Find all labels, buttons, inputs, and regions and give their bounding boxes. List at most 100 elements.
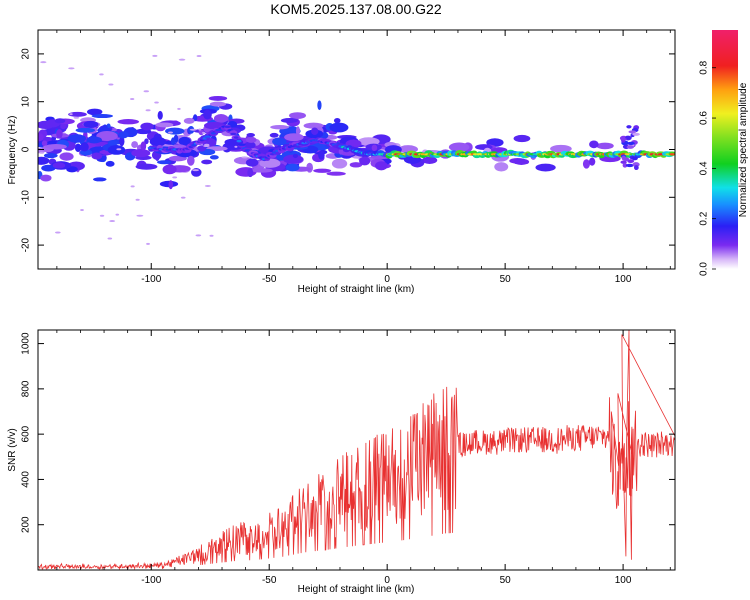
spectral-blob xyxy=(494,162,509,172)
spectral-blob xyxy=(197,145,207,152)
spectral-blob xyxy=(631,156,638,161)
spectral-blob xyxy=(628,130,637,134)
spectral-blob xyxy=(289,112,306,119)
spectral-blob xyxy=(283,154,304,164)
spectral-blob xyxy=(68,111,87,117)
spectral-outlier xyxy=(115,213,120,216)
spectral-blob xyxy=(165,127,185,135)
snr-x-tick-label: -50 xyxy=(262,575,277,586)
spectral-blob xyxy=(582,159,591,169)
snr-axes: -100 -50 0 50 100 200 400 600 800 1000 xyxy=(21,330,675,586)
spectral-blob xyxy=(333,117,341,124)
spectral-blob xyxy=(38,133,44,142)
snr-x-tick-label: 50 xyxy=(500,575,512,586)
spectral-outlier xyxy=(116,148,122,151)
spectrogram-marks xyxy=(38,54,675,245)
spectral-blob xyxy=(448,142,470,152)
spectral-blob xyxy=(285,163,300,172)
spectral-blob xyxy=(135,163,158,170)
spectral-outlier xyxy=(73,116,80,119)
spectral-outlier xyxy=(202,131,206,134)
spectral-blob xyxy=(52,162,66,169)
spectral-blob xyxy=(118,131,129,139)
spectral-blob xyxy=(621,155,626,161)
spectral-blob xyxy=(292,153,299,159)
spectral-outlier xyxy=(80,208,84,211)
spectral-blob xyxy=(209,155,219,160)
spectral-blob xyxy=(131,141,139,149)
spectral-outlier xyxy=(178,58,186,61)
spectral-blob xyxy=(157,160,172,165)
spectral-outlier xyxy=(146,242,150,245)
spectral-blob xyxy=(170,137,176,146)
spectrogram-y-tick-label: 0 xyxy=(21,146,32,152)
spectrogram-x-tick-label: -100 xyxy=(141,274,161,285)
spectral-outlier xyxy=(234,145,238,148)
spectral-blob xyxy=(187,155,195,166)
spectral-blob xyxy=(589,140,599,149)
spectral-outlier xyxy=(107,237,113,240)
spectral-blob xyxy=(198,129,204,136)
spectral-outlier xyxy=(143,90,150,93)
spectral-outlier xyxy=(195,234,202,237)
spectral-blob xyxy=(86,136,102,144)
spectral-outlier xyxy=(180,196,186,199)
colorbar: 0.0 0.2 0.4 0.6 0.8 Normalized spectral ampl… xyxy=(699,30,749,276)
spectral-blob xyxy=(245,158,259,167)
ridge-core xyxy=(191,143,197,147)
spectral-blob xyxy=(201,159,213,165)
spectral-outlier xyxy=(69,113,73,116)
spectrogram-y-tick-label: -20 xyxy=(21,237,32,252)
spectral-blob xyxy=(203,109,212,120)
spectral-blob xyxy=(91,152,103,160)
spectral-outlier xyxy=(136,214,144,217)
ridge-core xyxy=(236,139,242,143)
spectral-blob xyxy=(634,165,639,171)
spectral-blob xyxy=(149,136,166,147)
snr-y-tick-label: 800 xyxy=(21,380,32,397)
spectral-outlier xyxy=(172,176,178,179)
spectral-blob xyxy=(619,135,628,141)
spectral-blob xyxy=(357,137,380,146)
spectral-blob xyxy=(43,153,58,159)
spectral-outlier xyxy=(109,220,116,223)
spectral-blob xyxy=(349,162,363,168)
spectral-blob xyxy=(513,158,530,165)
ridge-core xyxy=(223,125,232,128)
spectral-outlier xyxy=(196,55,202,58)
spectral-blob xyxy=(107,140,118,146)
snr-frame xyxy=(37,329,676,571)
spectrogram-y-tick-label: 20 xyxy=(21,48,32,60)
snr-y-tick-label: 1000 xyxy=(21,332,32,355)
spectral-blob xyxy=(513,134,531,143)
spectral-outlier xyxy=(99,214,105,217)
spectral-outlier xyxy=(39,151,45,154)
ridge-core xyxy=(204,135,212,138)
spectral-outlier xyxy=(54,231,61,234)
spectral-blob xyxy=(371,144,378,152)
spectral-blob xyxy=(535,163,556,172)
spectral-outlier xyxy=(209,234,214,237)
spectral-blob xyxy=(251,168,273,173)
spectral-blob xyxy=(119,136,125,147)
spectral-blob xyxy=(338,148,344,155)
spectral-blob xyxy=(208,95,228,101)
spectral-blob xyxy=(244,141,256,149)
spectral-blob xyxy=(168,155,187,162)
spectral-blob xyxy=(155,153,160,161)
spectral-blob xyxy=(172,120,179,126)
spectral-blob xyxy=(140,141,147,151)
spectral-blob xyxy=(486,138,504,147)
spectral-outlier xyxy=(154,101,159,104)
spectral-blob xyxy=(117,119,140,125)
colorbar-tick-label: 0.0 xyxy=(699,262,710,276)
spectral-blob xyxy=(67,134,87,143)
colorbar-axis: 0.0 0.2 0.4 0.6 0.8 xyxy=(699,60,716,276)
snr-y-tick-label: 200 xyxy=(21,516,32,533)
spectral-blob xyxy=(86,108,103,116)
ridge-core xyxy=(237,143,246,146)
spectral-blob xyxy=(247,168,254,178)
spectral-blob xyxy=(374,161,388,171)
